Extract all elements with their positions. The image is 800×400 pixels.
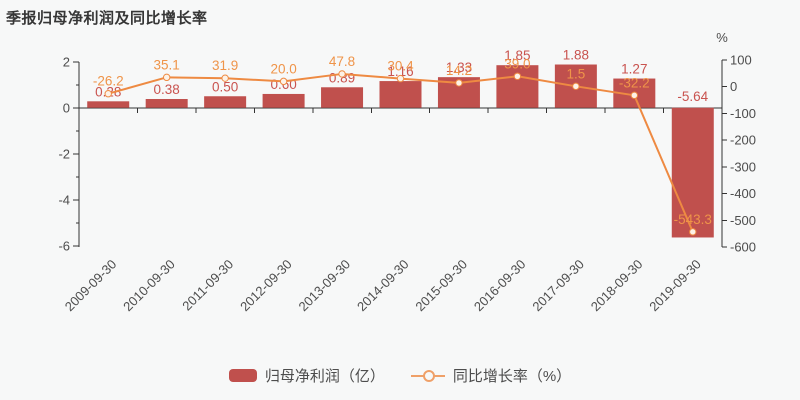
bar-2014-09-30[interactable] <box>379 81 422 108</box>
right-axis-tick-label: -300 <box>730 159 756 174</box>
right-axis-unit: % <box>716 30 728 45</box>
right-axis-tick-label: 100 <box>730 53 752 68</box>
bar-value-label: 0.50 <box>212 79 238 94</box>
x-axis-date-label: 2013-09-30 <box>296 257 354 315</box>
x-axis-date-label: 2017-09-30 <box>529 257 587 315</box>
line-value-label: -26.2 <box>93 74 124 89</box>
point-2015-09-30[interactable] <box>455 79 463 87</box>
point-2009-09-30[interactable] <box>104 90 112 98</box>
bar-2013-09-30[interactable] <box>321 87 364 108</box>
x-axis-date-label: 2010-09-30 <box>120 257 178 315</box>
point-2010-09-30[interactable] <box>162 73 171 82</box>
bar-2011-09-30[interactable] <box>204 96 247 108</box>
bar-value-label: 1.85 <box>504 48 530 63</box>
bar-2019-09-30[interactable] <box>671 107 714 238</box>
x-axis-date-label: 2015-09-30 <box>412 257 470 315</box>
line-series-marker-icon <box>410 369 445 382</box>
bar-2009-09-30[interactable] <box>87 101 130 108</box>
line-value-label: -543.3 <box>674 212 712 227</box>
point-2012-09-30[interactable] <box>279 77 288 86</box>
legend-item-net-profit[interactable]: 归母净利润（亿） <box>228 365 385 386</box>
x-axis-date-label: 2012-09-30 <box>237 257 295 315</box>
growth-rate-points[interactable] <box>104 70 697 236</box>
x-axis-date-label: 2009-09-30 <box>62 257 120 315</box>
line-value-label: 35.1 <box>154 57 180 72</box>
legend-item-growth-rate[interactable]: 同比增长率（%） <box>410 365 572 386</box>
bar-value-label: 0.38 <box>154 82 180 97</box>
profit-growth-chart[interactable]: 2 0 -2 -4 -6 100 0 -100 -200 -300 -400 -500 -600% 200… <box>0 0 800 360</box>
chart-title: 季报归母净利润及同比增长率 <box>6 10 208 27</box>
bar-2016-09-30[interactable] <box>496 65 539 108</box>
left-axis-tick-label: 2 <box>63 54 70 69</box>
net-profit-bars[interactable] <box>87 64 714 238</box>
left-axis-tick-label: -4 <box>58 192 70 207</box>
point-2013-09-30[interactable] <box>338 70 346 78</box>
x-axis-date-label: 2018-09-30 <box>588 257 646 315</box>
line-value-label: -32.2 <box>619 75 650 90</box>
legend-bar-label: 归母净利润（亿） <box>264 368 385 385</box>
legend-line-label: 同比增长率（%） <box>452 368 572 385</box>
right-axis-tick-label: -500 <box>730 213 756 228</box>
line-value-label: 14.2 <box>446 63 472 78</box>
point-2017-09-30[interactable] <box>572 82 580 91</box>
point-2011-09-30[interactable] <box>221 74 229 82</box>
bar-value-label: 1.88 <box>563 48 589 63</box>
right-axis-tick-label: -600 <box>730 240 756 255</box>
bar-2010-09-30[interactable] <box>145 99 188 108</box>
bar-2012-09-30[interactable] <box>262 93 305 108</box>
left-axis-tick-label: -2 <box>58 146 70 161</box>
bar-value-label: 1.16 <box>387 64 413 79</box>
right-axis-tick-label: 0 <box>730 79 737 94</box>
bar-series-swatch-icon <box>228 369 257 382</box>
right-axis-tick-label: -100 <box>730 106 756 121</box>
point-2018-09-30[interactable] <box>630 91 639 100</box>
line-value-label: 47.8 <box>329 54 355 69</box>
point-2014-09-30[interactable] <box>396 74 405 83</box>
left-axis-tick-label: 0 <box>63 100 70 115</box>
x-axis-date-label: 2011-09-30 <box>179 257 236 314</box>
right-axis-tick-label: -200 <box>730 133 756 148</box>
bar-value-label: 1.27 <box>621 62 647 77</box>
line-value-label: 30.4 <box>387 59 414 74</box>
point-2016-09-30[interactable] <box>513 72 522 80</box>
line-value-label: 31.9 <box>212 58 238 73</box>
x-axis-date-label: 2019-09-30 <box>646 257 704 315</box>
left-axis-tick-label: -6 <box>58 238 70 253</box>
line-value-label: 39.0 <box>504 56 530 71</box>
x-axis-date-label: 2016-09-30 <box>471 257 529 315</box>
point-2019-09-30[interactable] <box>689 228 697 236</box>
x-axis-labels: 2009-09-30 2010-09-30 2011-09-30 2012-09-30… <box>62 257 704 315</box>
x-axis-date-label: 2014-09-30 <box>354 257 412 315</box>
line-value-label: 20.0 <box>270 61 296 76</box>
line-value-labels: -26.2 35.1 31.9 20.0 47.8 30.4 14.2 39.0 1.5 -32.… <box>93 54 712 227</box>
chart-legend: 归母净利润（亿） 同比增长率（%） <box>0 365 800 386</box>
bar-value-label: -5.64 <box>677 89 708 104</box>
right-axis-tick-label: -400 <box>730 186 756 201</box>
bar-value-label: 1.33 <box>446 60 472 75</box>
line-value-label: 1.5 <box>566 66 585 81</box>
